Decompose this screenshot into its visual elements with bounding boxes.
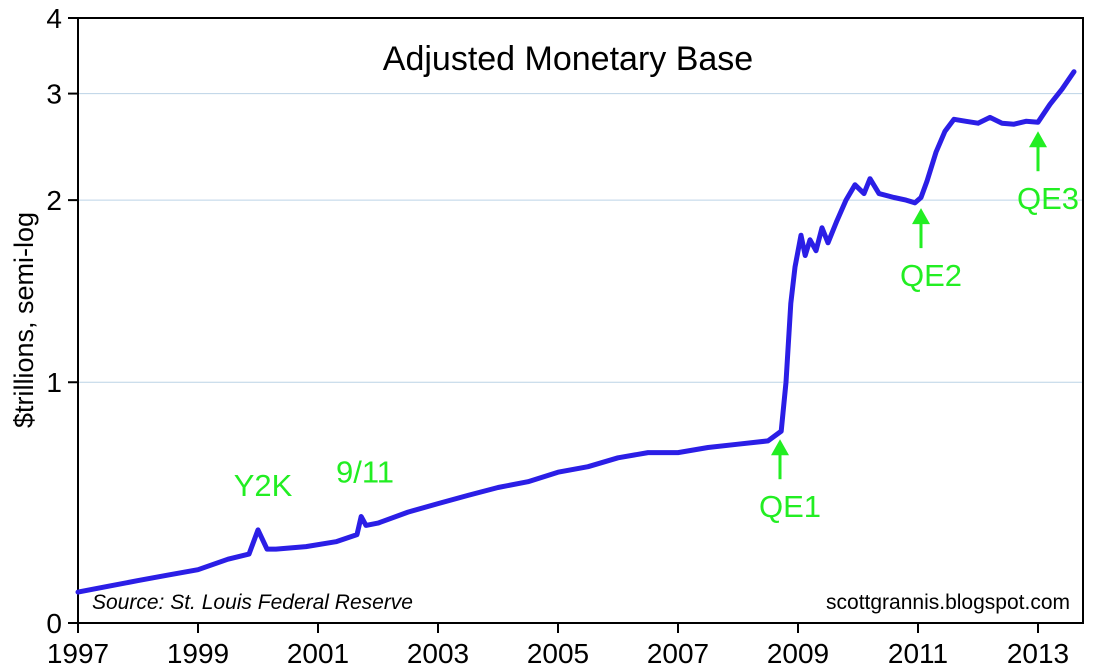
chart-title: Adjusted Monetary Base	[383, 40, 753, 78]
annotation-qe3-label: QE3	[1017, 181, 1079, 216]
x-tick-label: 2009	[767, 638, 829, 669]
annotation-qe1-arrow-head	[771, 439, 789, 456]
plot-frame	[77, 17, 1084, 624]
annotation-qe3-arrow-head	[1029, 131, 1047, 148]
series-line-0	[75, 69, 1077, 595]
annotations: Y2K 9/11 QE1 QE2 QE3	[234, 131, 1079, 524]
x-tick-label: 2001	[287, 638, 349, 669]
x-tick-label: 1999	[167, 638, 229, 669]
x-tick-labels: 1997 1999 2001 2003 2005 2007 2009 2011 2013	[47, 623, 1069, 669]
y-tick-label: 0	[46, 608, 62, 639]
y-axis-label: $trillions, semi-log	[9, 212, 39, 428]
annotation-qe2-label: QE2	[900, 258, 962, 293]
x-tick-label: 2005	[527, 638, 589, 669]
gridlines	[78, 93, 1083, 383]
annotation-y2k-label: Y2K	[234, 468, 293, 503]
x-tick-label: 2003	[407, 638, 469, 669]
x-tick-label: 2007	[647, 638, 709, 669]
series-layer	[75, 69, 1077, 595]
annotation-911-label: 9/11	[336, 454, 394, 489]
source-note: Source: St. Louis Federal Reserve	[92, 591, 413, 614]
x-tick-label: 2013	[1007, 638, 1069, 669]
x-tick-label: 1997	[47, 638, 109, 669]
x-tick-label: 2011	[888, 638, 948, 669]
annotation-qe2-arrow-head	[912, 208, 930, 225]
credit-note: scottgrannis.blogspot.com	[826, 591, 1070, 614]
y-tick-label: 4	[46, 3, 62, 34]
y-tick-labels: 0 1 2 3 4	[46, 3, 78, 639]
y-tick-label: 3	[46, 79, 62, 110]
y-tick-label: 1	[46, 367, 62, 398]
annotation-qe1-label: QE1	[759, 489, 821, 524]
y-tick-label: 2	[46, 185, 62, 216]
